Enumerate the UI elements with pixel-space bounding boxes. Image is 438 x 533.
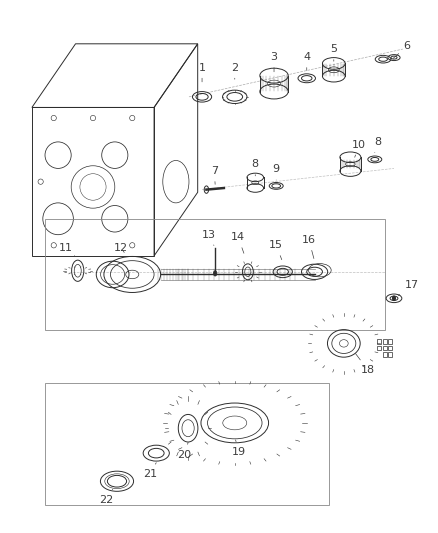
Text: 2: 2 [231, 63, 238, 79]
Text: 13: 13 [201, 230, 215, 246]
Bar [387, 345, 391, 350]
Text: 21: 21 [142, 463, 156, 479]
Bar [387, 352, 391, 357]
Text: 17: 17 [397, 280, 417, 296]
Text: 10: 10 [351, 140, 365, 157]
Bar [382, 352, 386, 357]
Text: 22: 22 [99, 489, 113, 505]
Bar [382, 345, 386, 350]
Text: 11: 11 [59, 243, 74, 256]
Bar [382, 339, 386, 344]
Text: 6: 6 [392, 42, 410, 59]
Text: 3: 3 [270, 52, 277, 72]
Text: 8: 8 [251, 159, 258, 176]
Text: 18: 18 [355, 353, 374, 375]
Text: 5: 5 [329, 44, 336, 61]
Bar [377, 345, 381, 350]
Bar [377, 339, 381, 344]
Text: 12: 12 [114, 243, 128, 253]
Ellipse shape [392, 296, 394, 301]
Bar [387, 339, 391, 344]
Text: 9: 9 [272, 165, 279, 180]
Text: 14: 14 [231, 232, 245, 253]
Text: 16: 16 [301, 235, 315, 259]
Text: 7: 7 [210, 166, 217, 184]
Ellipse shape [213, 271, 216, 276]
Text: 1: 1 [198, 63, 205, 82]
Text: 8: 8 [373, 137, 380, 152]
Text: 20: 20 [177, 442, 191, 460]
Text: 15: 15 [268, 240, 283, 260]
Text: 4: 4 [303, 52, 310, 70]
Text: 19: 19 [232, 440, 246, 457]
